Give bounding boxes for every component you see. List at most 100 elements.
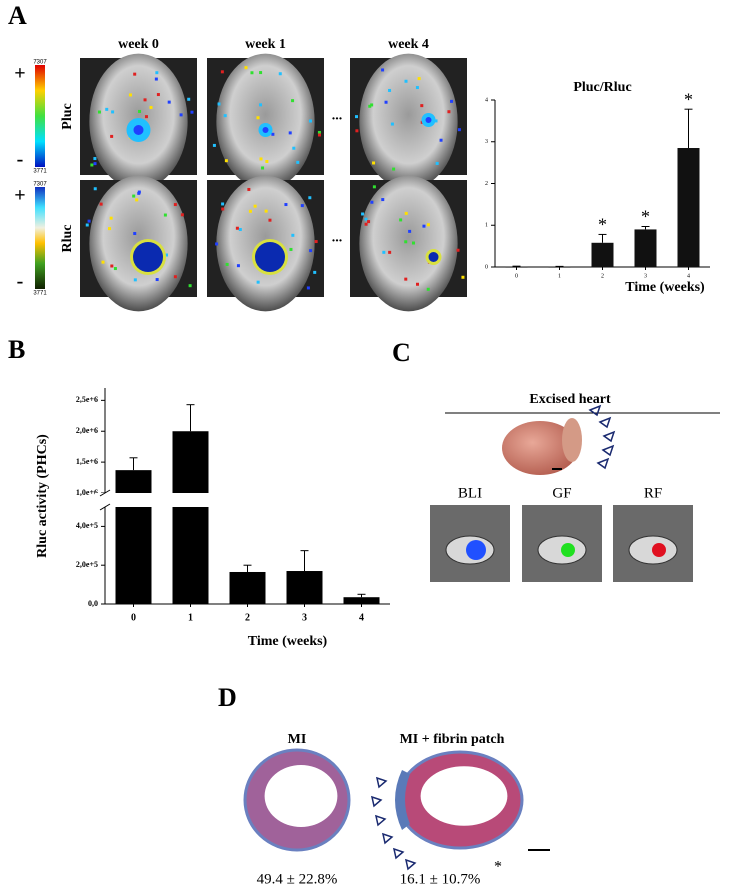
noise-dot: [439, 138, 443, 142]
noise-dot: [361, 212, 365, 216]
noise-dot: [217, 102, 221, 106]
mouse-body: [359, 175, 458, 312]
arrowhead: [375, 776, 388, 789]
x-axis-label: Time (weeks): [248, 634, 328, 649]
noise-dot: [456, 248, 460, 252]
ellipsis: ...: [332, 231, 343, 246]
y-tick-label: 2,0e+6: [76, 426, 98, 435]
y-tick-label: 3: [485, 139, 488, 145]
noise-dot: [110, 134, 114, 138]
bar: [286, 571, 323, 604]
noise-dot: [426, 287, 430, 291]
noise-dot: [155, 71, 159, 75]
noise-dot: [93, 162, 97, 166]
bar: [548, 266, 571, 268]
arrowhead: [588, 404, 602, 417]
noise-dot: [265, 159, 269, 163]
noise-dot: [187, 97, 191, 101]
noise-dot: [223, 114, 227, 118]
image-label: RF: [644, 485, 662, 501]
noise-dot: [93, 187, 97, 191]
noise-dot: [291, 233, 295, 237]
arrowhead: [601, 444, 615, 457]
signal: [133, 242, 163, 272]
y-tick-label: 1,5e+6: [76, 457, 98, 466]
y-tick-label: 2: [485, 181, 488, 187]
noise-dot: [381, 68, 385, 72]
noise-dot: [164, 253, 168, 257]
scale-minus: -: [17, 149, 24, 171]
arrowhead: [404, 858, 417, 871]
noise-dot: [364, 222, 368, 226]
x-tick-label: 2: [245, 612, 250, 623]
noise-dot: [308, 196, 312, 200]
bar: [115, 470, 152, 604]
panel-label: A: [8, 1, 27, 30]
arrowhead: [598, 416, 612, 429]
noise-dot: [110, 264, 114, 268]
x-tick-label: 1: [558, 273, 561, 279]
y-tick-label: 2,5e+6: [76, 395, 98, 404]
noise-dot: [90, 163, 94, 167]
image-label: GF: [552, 485, 571, 501]
noise-dot: [450, 99, 454, 103]
noise-dot: [309, 249, 313, 253]
noise-dot: [296, 160, 300, 164]
noise-dot: [190, 110, 194, 114]
color-scale: [35, 65, 45, 167]
group-value: 16.1 ± 10.7%: [400, 871, 481, 887]
scale-plus: +: [14, 185, 25, 207]
noise-dot: [284, 203, 288, 207]
signal: [425, 117, 432, 123]
chart-title: Pluc/Rluc: [573, 80, 631, 95]
x-tick-label: 3: [302, 612, 307, 623]
noise-dot: [247, 187, 251, 191]
noise-dot: [415, 86, 419, 90]
signal: [466, 540, 486, 560]
x-tick-label: 2: [601, 273, 604, 279]
axis-break-mark: [99, 489, 111, 497]
noise-dot: [264, 209, 268, 213]
noise-dot: [221, 207, 225, 211]
x-tick-label: 0: [131, 612, 136, 623]
mouse-body: [216, 53, 315, 190]
noise-dot: [225, 262, 229, 266]
noise-dot: [268, 218, 272, 222]
noise-dot: [133, 72, 137, 76]
noise-dot: [149, 105, 153, 109]
noise-dot: [404, 79, 408, 83]
arrowhead: [381, 832, 394, 845]
noise-dot: [408, 229, 412, 233]
noise-dot: [236, 264, 240, 268]
bar: [677, 148, 700, 267]
bar: [634, 229, 657, 267]
noise-dot: [411, 241, 415, 245]
tissue-lumen: [264, 765, 338, 827]
noise-dot: [372, 185, 376, 189]
noise-dot: [308, 119, 312, 123]
noise-dot: [461, 275, 465, 279]
noise-dot: [404, 211, 408, 215]
noise-dot: [238, 228, 242, 232]
noise-dot: [259, 157, 263, 161]
noise-dot: [422, 224, 426, 228]
noise-dot: [368, 104, 372, 108]
noise-dot: [179, 113, 183, 117]
heart-photo: [502, 421, 578, 475]
significance-mark: *: [641, 207, 650, 227]
noise-dot: [155, 278, 159, 282]
heart-photo: [562, 418, 582, 462]
noise-dot: [261, 166, 265, 170]
noise-dot: [253, 204, 257, 208]
noise-dot: [105, 107, 109, 111]
noise-dot: [128, 93, 132, 97]
noise-dot: [144, 115, 148, 119]
scale-max: 7307: [33, 60, 47, 66]
noise-dot: [317, 130, 321, 134]
x-tick-label: 4: [359, 612, 364, 623]
noise-dot: [417, 77, 421, 81]
noise-dot: [355, 129, 359, 133]
row-label: Rluc: [60, 225, 75, 253]
signal: [428, 252, 439, 262]
